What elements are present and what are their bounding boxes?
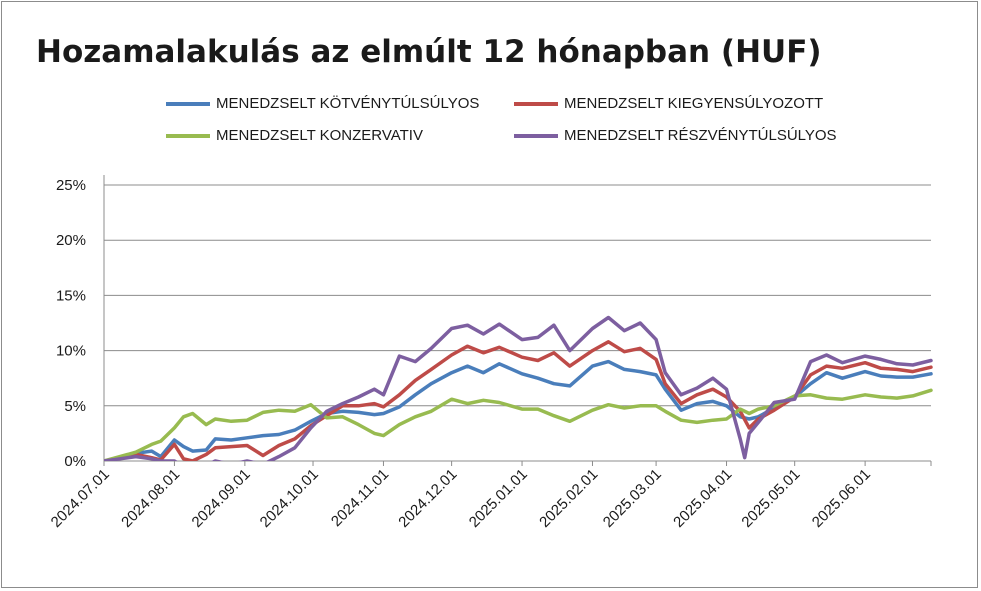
series-line-3: [104, 388, 933, 461]
legend-item-kiegyensulyozott: MENEDZSELT KIEGYENSÚLYOZOTT: [514, 95, 823, 112]
series-line-2: [104, 340, 933, 461]
legend-label: MENEDZSELT KÖTVÉNYTÚLSÚLYOS: [216, 95, 480, 112]
legend-item-konzervativ: MENEDZSELT KONZERVATIV: [166, 127, 423, 144]
legend-label: MENEDZSELT KONZERVATIV: [216, 127, 423, 144]
legend-item-reszvenytulsulyos: MENEDZSELT RÉSZVÉNYTÚLSÚLYOS: [514, 127, 837, 144]
chart-title: Hozamalakulás az elmúlt 12 hónapban (HUF…: [36, 34, 822, 70]
legend-label: MENEDZSELT KIEGYENSÚLYOZOTT: [564, 95, 824, 112]
y-tick-label: 15%: [56, 287, 86, 304]
y-tick-label: 25%: [56, 177, 86, 194]
x-tick-label: 2025.02.01: [536, 466, 601, 531]
x-tick-label: 2024.08.01: [118, 466, 183, 531]
y-tick-label: 20%: [56, 232, 86, 249]
x-tick-label: 2025.03.01: [600, 466, 665, 531]
x-tick-label: 2024.09.01: [189, 466, 254, 531]
x-tick-label: 2024.11.01: [328, 466, 392, 530]
y-tick-label: 5%: [64, 398, 86, 415]
series-line-1: [104, 359, 933, 461]
series-line-4: [104, 315, 933, 461]
x-tick-label: 2024.07.01: [48, 466, 113, 531]
legend-swatch: [514, 133, 558, 138]
x-tick-label: 2025.04.01: [670, 466, 735, 531]
x-tick-label: 2025.05.01: [738, 466, 803, 531]
x-tick-label: 2025.01.01: [466, 466, 531, 531]
legend-label: MENEDZSELT RÉSZVÉNYTÚLSÚLYOS: [564, 127, 837, 144]
x-tick-label: 2024.10.01: [257, 466, 322, 531]
legend-swatch: [514, 101, 558, 106]
legend-swatch: [166, 101, 210, 106]
y-tick-label: 10%: [56, 343, 86, 360]
x-tick-label: 2024.12.01: [395, 466, 460, 531]
x-tick-label: 2025.06.01: [809, 466, 874, 531]
y-tick-label: 0%: [64, 453, 86, 470]
legend-swatch: [166, 133, 210, 138]
legend-item-kotvenytulsulyos: MENEDZSELT KÖTVÉNYTÚLSÚLYOS: [166, 95, 479, 112]
